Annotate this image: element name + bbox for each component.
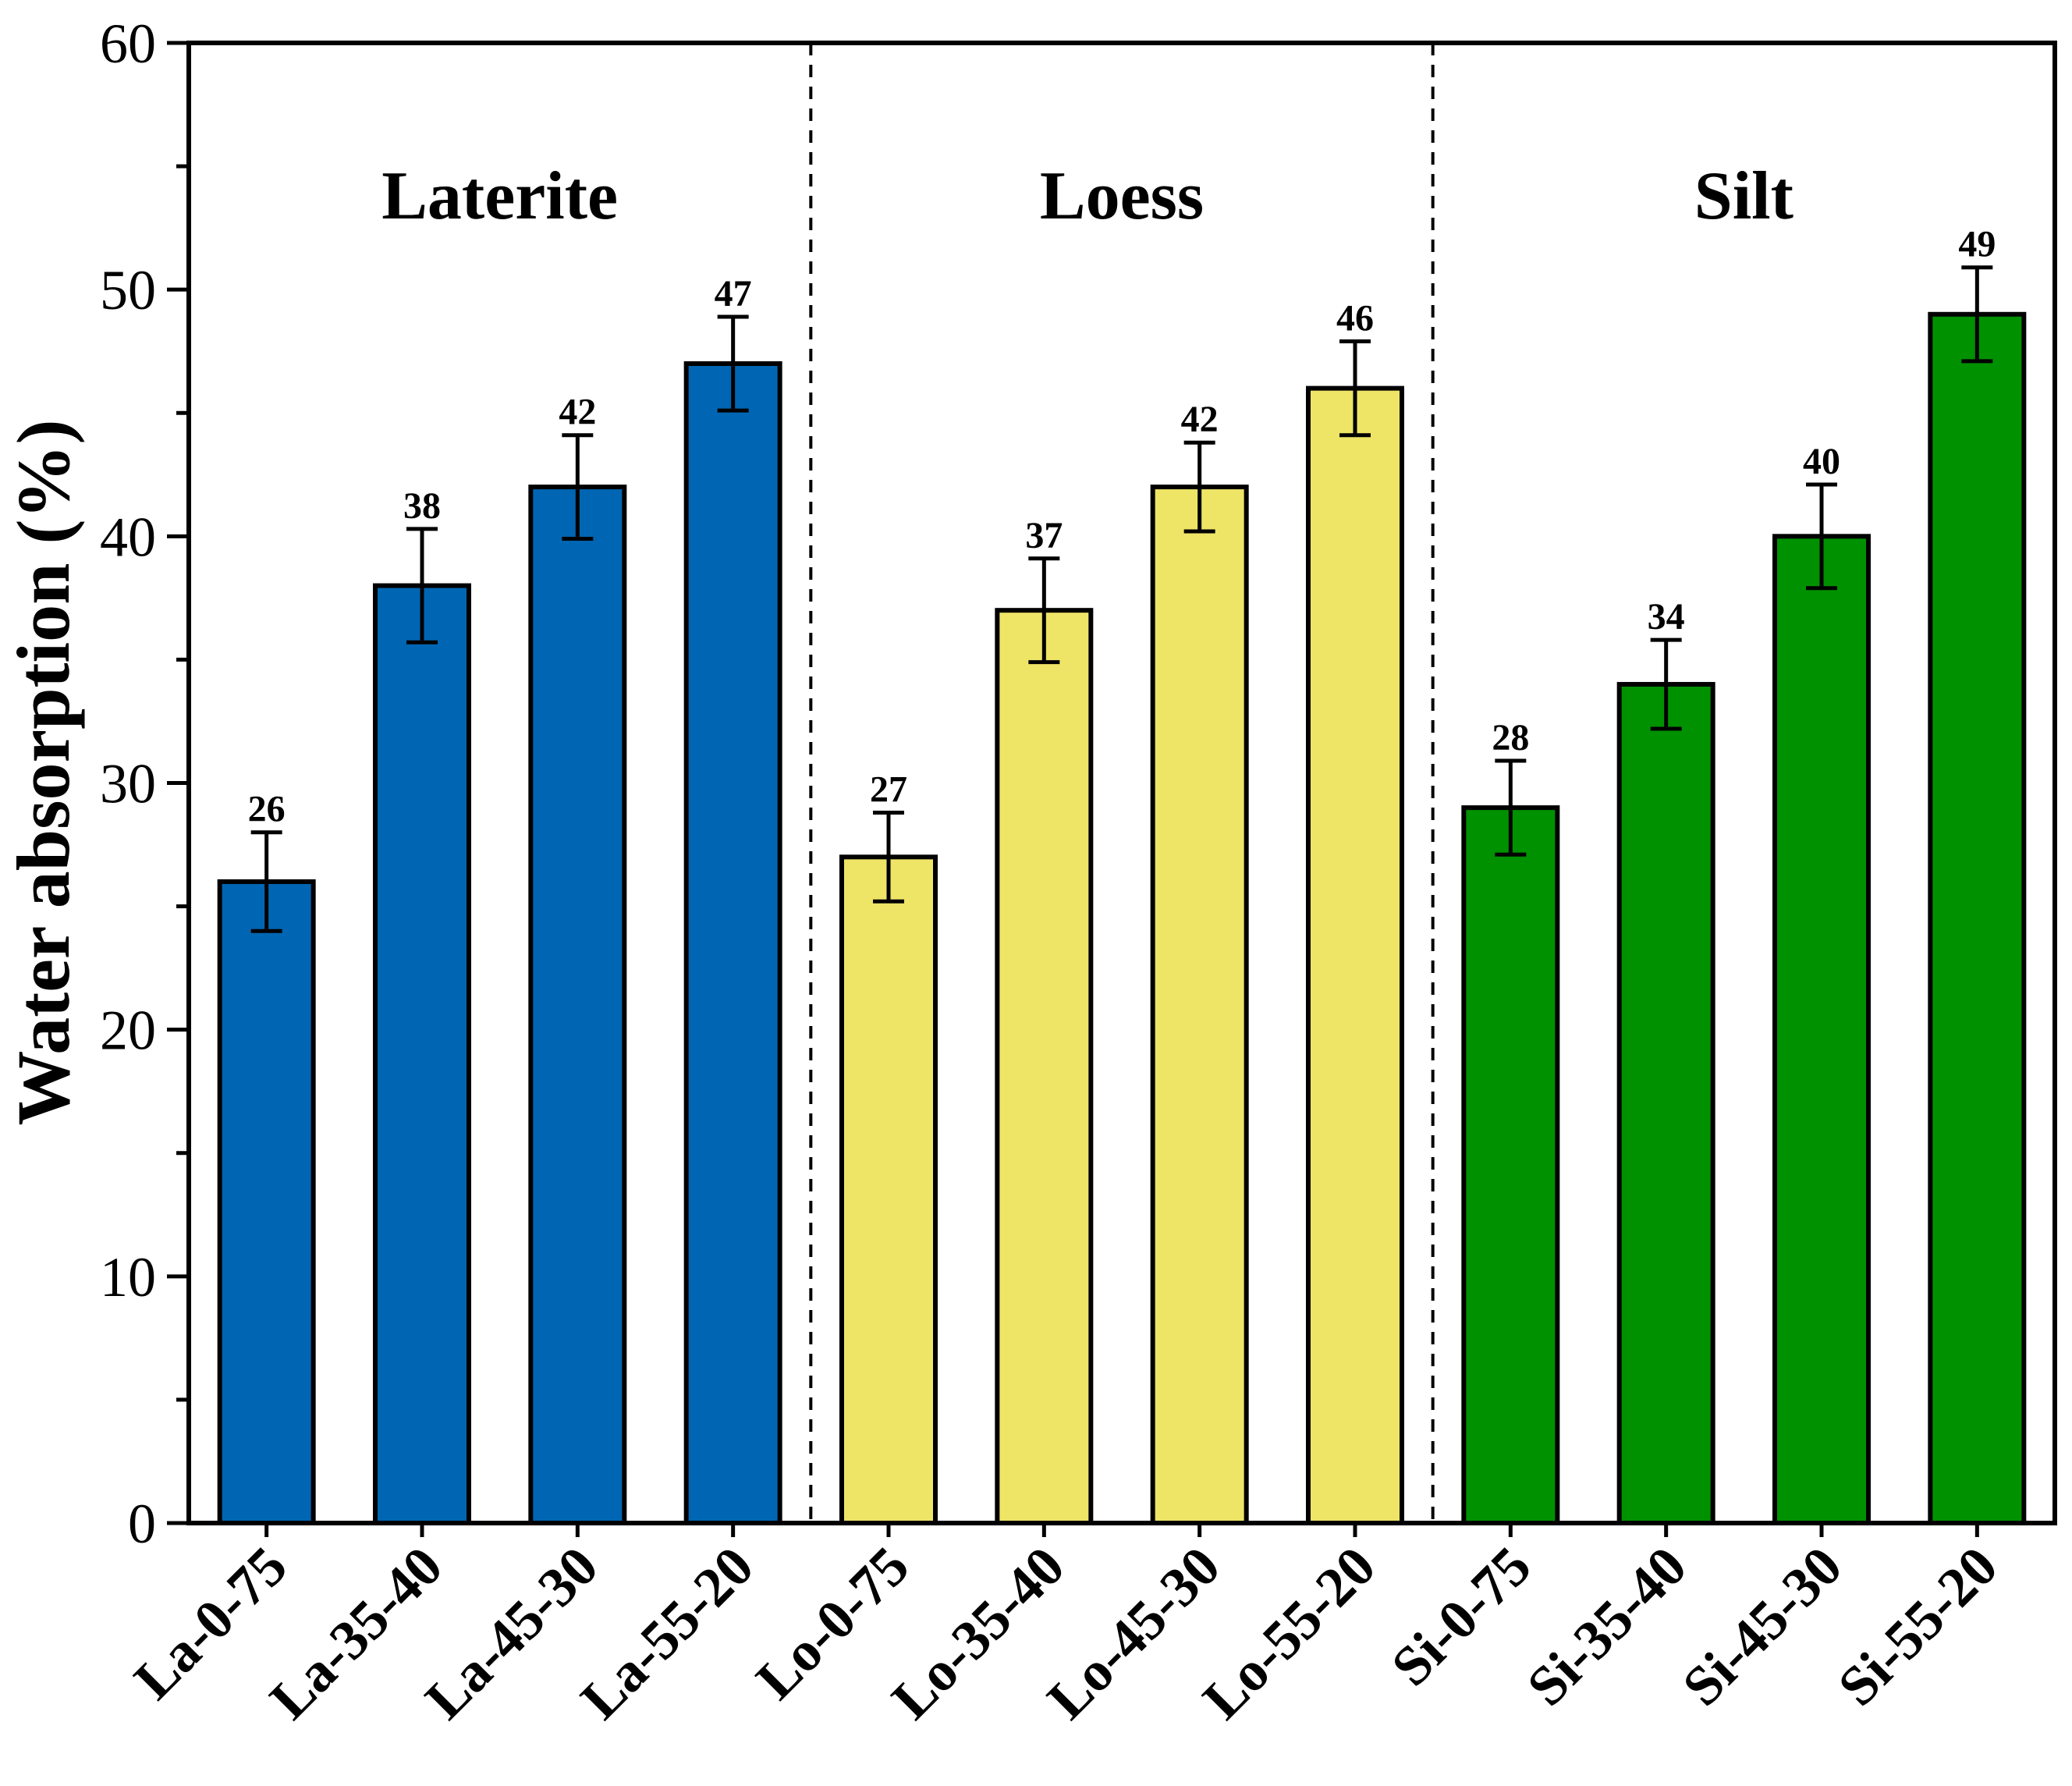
x-tick-label-Si-55-20: Si-55-20 [1826,1535,2010,1718]
data-label-Lo-35-40: 37 [1025,515,1063,556]
group-label-laterite: Laterite [381,158,618,234]
data-label-La-35-40: 38 [403,485,441,527]
x-tick-label-La-45-30: La-45-30 [413,1535,610,1731]
y-tick-label-40: 40 [100,506,156,568]
x-tick-label-Lo-55-20: Lo-55-20 [1191,1535,1388,1731]
bar-Si-35-40 [1616,682,1715,1525]
x-tick-label-Lo-45-30: Lo-45-30 [1035,1535,1232,1731]
data-label-La-45-30: 42 [559,392,596,433]
y-tick-label-50: 50 [100,259,156,321]
y-axis-label: Water absorption (%) [2,420,85,1126]
x-tick-label-La-55-20: La-55-20 [569,1535,765,1731]
data-label-Lo-0-75: 27 [870,769,907,810]
data-label-Si-35-40: 34 [1648,596,1685,637]
x-tick-label-La-35-40: La-35-40 [258,1535,455,1731]
data-label-Lo-55-20: 46 [1336,298,1374,339]
bar-Lo-35-40 [995,608,1094,1525]
y-tick-label-10: 10 [100,1246,156,1308]
x-tick-label-Si-35-40: Si-35-40 [1515,1535,1698,1718]
data-label-Lo-45-30: 42 [1181,399,1219,440]
data-label-Si-55-20: 49 [1958,224,1996,265]
x-tick-label-Lo-35-40: Lo-35-40 [880,1535,1077,1731]
y-tick-label-30: 30 [100,753,156,815]
x-tick-label-Si-45-30: Si-45-30 [1671,1535,1854,1718]
group-label-loess: Loess [1040,158,1204,234]
data-label-Si-45-30: 40 [1803,441,1840,482]
bar-Lo-45-30 [1150,485,1249,1525]
bar-Si-55-20 [1928,311,2027,1525]
bar-Si-45-30 [1772,534,1871,1525]
bar-La-45-30 [528,485,627,1525]
data-label-Si-0-75: 28 [1492,717,1529,758]
chart-marks: 26 38 42 47 27 37 42 46 28 34 40 49 Laterite Loess Sil… [100,12,2057,1731]
bar-Lo-55-20 [1306,385,1404,1526]
y-tick-label-60: 60 [100,12,156,75]
y-tick-label-0: 0 [128,1493,156,1555]
data-label-La-0-75: 26 [248,789,286,830]
bar-La-0-75 [217,879,316,1525]
group-label-silt: Silt [1694,158,1793,234]
data-label-La-55-20: 47 [715,273,752,314]
bar-La-55-20 [683,361,782,1525]
bar-Lo-0-75 [839,854,938,1525]
y-tick-label-20: 20 [100,1000,156,1062]
bar-La-35-40 [373,583,471,1525]
bar-Si-0-75 [1461,805,1560,1526]
